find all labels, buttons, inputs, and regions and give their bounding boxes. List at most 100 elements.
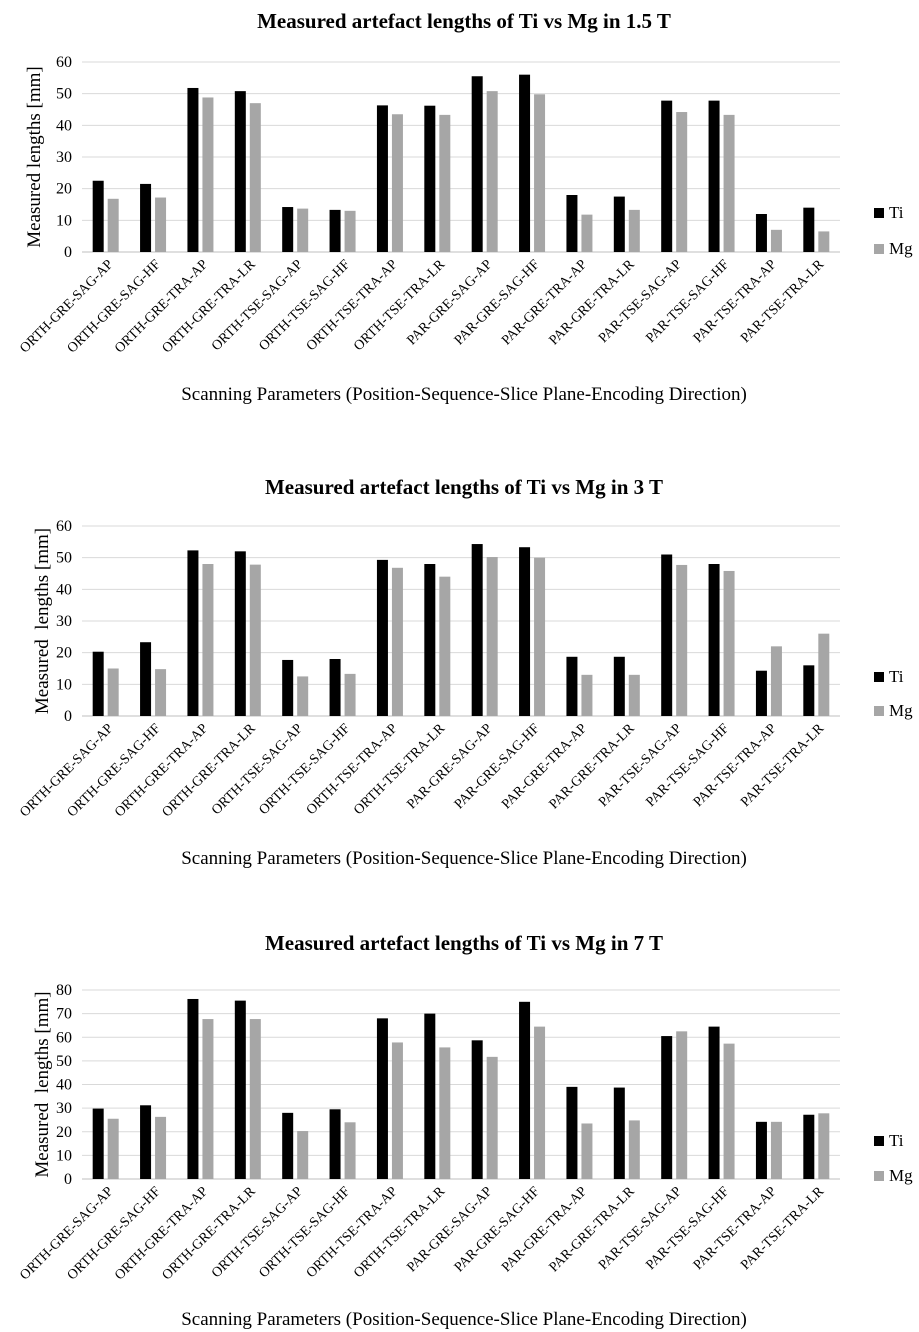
bar-mg-orth-gre-sag-hf xyxy=(155,669,167,716)
y-tick-label: 0 xyxy=(64,708,72,725)
bar-ti-par-gre-tra-lr xyxy=(613,656,625,716)
y-tick-label: 60 xyxy=(56,518,72,535)
bar-ti-par-gre-tra-lr xyxy=(613,196,625,252)
bar-mg-par-tse-tra-lr xyxy=(818,1113,830,1179)
bar-mg-orth-gre-sag-ap xyxy=(107,668,119,716)
bar-ti-par-tse-tra-lr xyxy=(803,207,815,252)
x-tick-label: ORTH-GRE-TRA-AP xyxy=(112,257,211,356)
y-tick-label: 10 xyxy=(56,212,72,229)
x-tick-label: ORTH-TSE-SAG-HF xyxy=(256,1184,353,1281)
bar-ti-orth-tse-sag-ap xyxy=(282,207,294,252)
x-tick-label: ORTH-TSE-TRA-LR xyxy=(351,257,448,354)
x-tick-label: PAR-TSE-TRA-AP xyxy=(691,721,780,810)
x-tick-label: PAR-GRE-TRA-AP xyxy=(499,721,590,812)
x-axis-label: Scanning Parameters (Position-Sequence-S… xyxy=(181,1309,747,1330)
x-tick-label: PAR-TSE-TRA-LR xyxy=(738,721,827,810)
bar-ti-par-tse-tra-ap xyxy=(755,214,767,252)
bar-mg-orth-gre-tra-ap xyxy=(202,564,214,716)
x-tick-label: ORTH-TSE-SAG-AP xyxy=(209,1184,306,1281)
x-tick-label: ORTH-TSE-TRA-LR xyxy=(351,1184,448,1281)
bar-mg-orth-tse-tra-lr xyxy=(439,1047,451,1179)
bar-mg-par-gre-tra-lr xyxy=(628,1120,640,1179)
x-tick-label: PAR-GRE-TRA-AP xyxy=(499,1184,590,1275)
bar-ti-orth-tse-tra-ap xyxy=(376,559,388,716)
bar-ti-orth-gre-sag-ap xyxy=(92,180,104,252)
y-tick-label: 30 xyxy=(56,149,72,166)
x-tick-label: PAR-GRE-SAG-HF xyxy=(452,257,543,348)
bar-mg-par-gre-tra-lr xyxy=(628,209,640,252)
legend-swatch-mg xyxy=(874,244,884,254)
x-tick-label: PAR-GRE-TRA-AP xyxy=(499,257,590,348)
y-tick-label: 20 xyxy=(56,645,72,662)
x-tick-label: ORTH-TSE-SAG-HF xyxy=(256,721,353,818)
x-tick-label: ORTH-GRE-SAG-HF xyxy=(65,1184,164,1283)
bar-ti-orth-gre-tra-ap xyxy=(187,87,199,252)
bar-mg-par-gre-sag-ap xyxy=(486,557,498,716)
bar-mg-orth-gre-tra-lr xyxy=(249,564,261,716)
x-tick-label: PAR-TSE-TRA-LR xyxy=(738,257,827,346)
legend-label-mg: Mg xyxy=(889,1166,913,1185)
legend-label-mg: Mg xyxy=(889,239,913,258)
x-tick-label: PAR-GRE-SAG-HF xyxy=(452,1184,543,1275)
bar-ti-par-gre-sag-ap xyxy=(471,76,483,252)
bar-ti-orth-gre-tra-lr xyxy=(234,551,246,716)
y-tick-label: 10 xyxy=(56,1147,72,1164)
x-tick-label: ORTH-TSE-TRA-AP xyxy=(304,721,401,818)
bar-ti-par-gre-sag-ap xyxy=(471,544,483,716)
x-axis-label: Scanning Parameters (Position-Sequence-S… xyxy=(181,848,747,869)
bar-mg-orth-gre-tra-ap xyxy=(202,1019,214,1179)
x-tick-label: ORTH-TSE-SAG-AP xyxy=(209,721,306,818)
bar-ti-par-tse-tra-lr xyxy=(803,1114,815,1179)
chart-7t: Measured artefact lengths of Ti vs Mg in… xyxy=(17,931,913,1330)
y-axis-label: Measured lengths [mm] xyxy=(32,528,53,714)
x-tick-label: ORTH-GRE-SAG-AP xyxy=(17,721,116,820)
x-tick-label: ORTH-GRE-SAG-HF xyxy=(65,257,164,356)
legend-swatch-mg xyxy=(874,706,884,716)
y-tick-label: 10 xyxy=(56,676,72,693)
legend-swatch-ti xyxy=(874,208,884,218)
bar-mg-orth-tse-sag-hf xyxy=(344,210,356,252)
bar-ti-orth-gre-sag-hf xyxy=(140,642,152,716)
x-tick-label: PAR-TSE-SAG-AP xyxy=(596,257,685,346)
x-tick-label: PAR-TSE-SAG-AP xyxy=(596,721,685,810)
chart-title: Measured artefact lengths of Ti vs Mg in… xyxy=(265,475,663,499)
x-tick-label: PAR-GRE-SAG-AP xyxy=(404,1184,495,1275)
legend-label-ti: Ti xyxy=(889,1131,904,1150)
bar-mg-par-tse-tra-lr xyxy=(818,633,830,716)
y-axis-label: Measured lengths [mm] xyxy=(24,66,45,248)
chart-1-5t: Measured artefact lengths of Ti vs Mg in… xyxy=(17,9,913,405)
bar-mg-orth-tse-sag-hf xyxy=(344,673,356,716)
y-tick-label: 0 xyxy=(64,1171,72,1188)
bar-mg-par-tse-sag-hf xyxy=(723,114,735,252)
y-tick-label: 50 xyxy=(56,1053,72,1070)
x-tick-label: ORTH-TSE-TRA-AP xyxy=(304,257,401,354)
legend-swatch-ti xyxy=(874,1136,884,1146)
bar-ti-par-gre-tra-ap xyxy=(566,656,578,716)
bar-ti-par-gre-tra-ap xyxy=(566,1086,578,1179)
bar-mg-orth-tse-tra-lr xyxy=(439,576,451,716)
x-tick-label: ORTH-GRE-SAG-AP xyxy=(17,1184,116,1283)
bar-mg-orth-gre-tra-lr xyxy=(249,1019,261,1179)
bar-mg-orth-tse-tra-ap xyxy=(391,1042,403,1179)
chart-title: Measured artefact lengths of Ti vs Mg in… xyxy=(265,931,663,955)
x-tick-label: PAR-TSE-TRA-LR xyxy=(738,1184,827,1273)
legend-label-ti: Ti xyxy=(889,203,904,222)
bar-mg-par-tse-tra-lr xyxy=(818,231,830,252)
legend-swatch-ti xyxy=(874,672,884,682)
bar-mg-orth-tse-tra-ap xyxy=(391,567,403,716)
x-tick-label: PAR-GRE-TRA-LR xyxy=(547,721,639,813)
y-tick-label: 50 xyxy=(56,550,72,567)
bar-ti-par-tse-tra-ap xyxy=(755,670,767,716)
bar-ti-orth-tse-tra-lr xyxy=(424,564,436,716)
y-tick-label: 80 xyxy=(56,982,72,999)
bar-mg-par-tse-sag-hf xyxy=(723,570,735,716)
bar-ti-orth-gre-tra-ap xyxy=(187,550,199,716)
bar-mg-orth-gre-tra-lr xyxy=(249,103,261,253)
chart-title: Measured artefact lengths of Ti vs Mg in… xyxy=(257,9,671,33)
bar-ti-orth-gre-tra-lr xyxy=(234,91,246,252)
bar-ti-par-gre-tra-ap xyxy=(566,195,578,252)
bar-mg-orth-tse-sag-ap xyxy=(297,208,309,252)
bar-ti-par-tse-sag-ap xyxy=(661,554,673,716)
y-tick-label: 20 xyxy=(56,181,72,198)
bar-ti-orth-tse-sag-hf xyxy=(329,1109,341,1179)
